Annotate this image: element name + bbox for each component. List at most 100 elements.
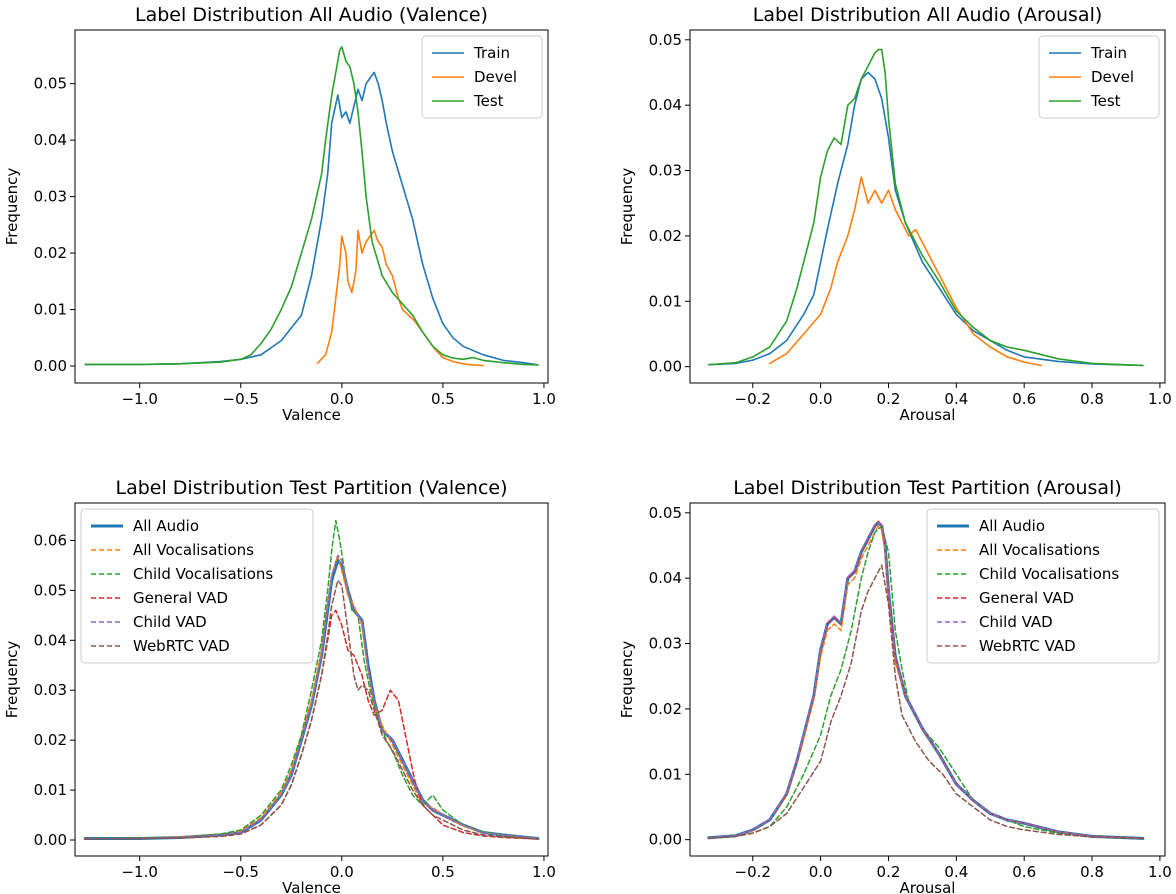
x-tick-label: 0.8 [1080,390,1104,408]
legend-label-devel: Devel [474,68,517,86]
y-tick-label: 0.00 [34,357,67,375]
x-tick-label: 0.2 [877,863,901,881]
series-group [707,520,1145,840]
x-tick-label: 1.0 [1148,390,1172,408]
x-tick-label: 0.4 [944,863,968,881]
y-tick-label: 0.04 [34,631,67,649]
y-tick-label: 0.04 [34,131,67,149]
y-tick-label: 0.03 [34,681,67,699]
x-tick-label: 0.0 [809,863,833,881]
x-tick-label: −0.2 [735,863,771,881]
legend-label-all-vocalisations: All Vocalisations [979,541,1100,559]
legend-label-general-vad: General VAD [979,589,1074,607]
y-tick-label: 0.02 [34,244,67,262]
series-line-test [84,46,539,366]
legend: All Audio All Vocalisations Child Vocalisa… [926,508,1160,664]
series-line-test [707,48,1144,367]
legend-label-train: Train [473,44,510,62]
y-tick-label: 0.02 [649,227,682,245]
x-tick-label: 0.4 [944,390,968,408]
y-tick-label: 0.03 [649,162,682,180]
chart-title: Label Distribution Test Partition (Arous… [733,477,1122,499]
y-tick-label: 0.04 [649,96,682,114]
y-axis-label: Frequency [3,641,21,719]
chart-panel-4: −0.2 0.0 0.2 0.4 0.6 0.8 1.0 0.00 0.01 0.02 0.03 0.… [618,477,1172,894]
chart-panel-1: −1.0 −0.5 0.0 0.5 1.0 0.00 0.01 0.02 0.03 0.04 0.0… [3,4,556,424]
chart-title: Label Distribution Test Partition (Valen… [116,477,508,499]
x-axis-label: Arousal [900,879,956,894]
x-tick-label: 0.0 [809,390,833,408]
series-line-webrtc-vad [707,564,1144,840]
y-tick-label: 0.05 [649,31,682,49]
legend-label-webrtc-vad: WebRTC VAD [133,637,230,655]
series-line-webrtc-vad [84,579,539,840]
x-axis-label: Arousal [900,406,956,424]
x-axis-label: Valence [282,879,341,894]
chart-title: Label Distribution All Audio (Arousal) [753,4,1103,26]
x-tick-label: −1.0 [121,863,157,881]
series-line-devel [768,176,1042,367]
y-tick-label: 0.01 [649,765,682,783]
y-axis-label: Frequency [618,641,636,719]
y-tick-label: 0.02 [34,731,67,749]
y-axis-label: Frequency [618,168,636,246]
y-tick-label: 0.05 [34,75,67,93]
y-tick-label: 0.00 [649,831,682,849]
legend-label-test: Test [1090,92,1121,110]
legend: All Audio All Vocalisations Child Vocalisa… [80,508,314,664]
legend-label-child-vad: Child VAD [979,613,1053,631]
y-tick-label: 0.00 [34,831,67,849]
axes-frame [689,502,1166,857]
legend-label-devel: Devel [1091,68,1134,86]
series-group [83,519,540,840]
x-tick-label: 1.0 [1148,863,1172,881]
x-tick-label: 1.0 [532,863,556,881]
x-tick-label: 0.0 [330,390,354,408]
x-tick-label: −0.5 [223,390,259,408]
y-axis-label: Frequency [3,168,21,246]
legend-box [1038,35,1160,119]
y-tick-label: 0.03 [649,635,682,653]
legend-box [421,35,543,119]
y-tick-label: 0.01 [34,781,67,799]
series-line-child-vad [707,521,1144,840]
x-tick-label: 0.6 [1012,863,1036,881]
y-tick-label: 0.01 [34,301,67,319]
series-line-all-vocalisations [84,554,539,840]
legend-label-all-audio: All Audio [979,517,1045,535]
x-tick-label: 0.2 [877,390,901,408]
y-tick-label: 0.05 [34,581,67,599]
chart-panel-2: −0.2 0.0 0.2 0.4 0.6 0.8 1.0 0.00 0.01 0.02 0.03 0.… [618,4,1172,424]
y-tick-label: 0.01 [649,292,682,310]
legend: Train Devel Test [1038,35,1160,119]
legend-label-general-vad: General VAD [133,589,228,607]
legend-box [80,508,314,664]
legend-label-all-vocalisations: All Vocalisations [133,541,254,559]
y-tick-label: 0.04 [649,569,682,587]
x-tick-label: 0.5 [431,863,455,881]
x-tick-label: −0.5 [223,863,259,881]
series-group [84,46,539,367]
y-tick-label: 0.02 [649,700,682,718]
legend-label-webrtc-vad: WebRTC VAD [979,637,1076,655]
series-line-train [707,71,1144,367]
chart-title: Label Distribution All Audio (Valence) [135,4,488,26]
legend-label-child-vocalisations: Child Vocalisations [133,565,273,583]
x-tick-label: 0.0 [330,863,354,881]
x-tick-label: 0.6 [1012,390,1036,408]
series-line-child-vad [84,554,539,840]
axes-frame [74,29,549,384]
axes-frame [74,502,549,857]
axes-frame [689,29,1166,384]
legend-label-train: Train [1090,44,1127,62]
series-line-devel [316,229,485,367]
chart-panel-3: −1.0 −0.5 0.0 0.5 1.0 0.00 0.01 0.02 0.03 0.04 0.0… [3,477,556,894]
series-line-train [84,71,539,366]
y-tick-label: 0.00 [649,358,682,376]
legend-label-child-vad: Child VAD [133,613,207,631]
legend-label-all-audio: All Audio [133,517,199,535]
legend: Train Devel Test [421,35,543,119]
series-group [707,48,1144,367]
x-tick-label: −1.0 [121,390,157,408]
